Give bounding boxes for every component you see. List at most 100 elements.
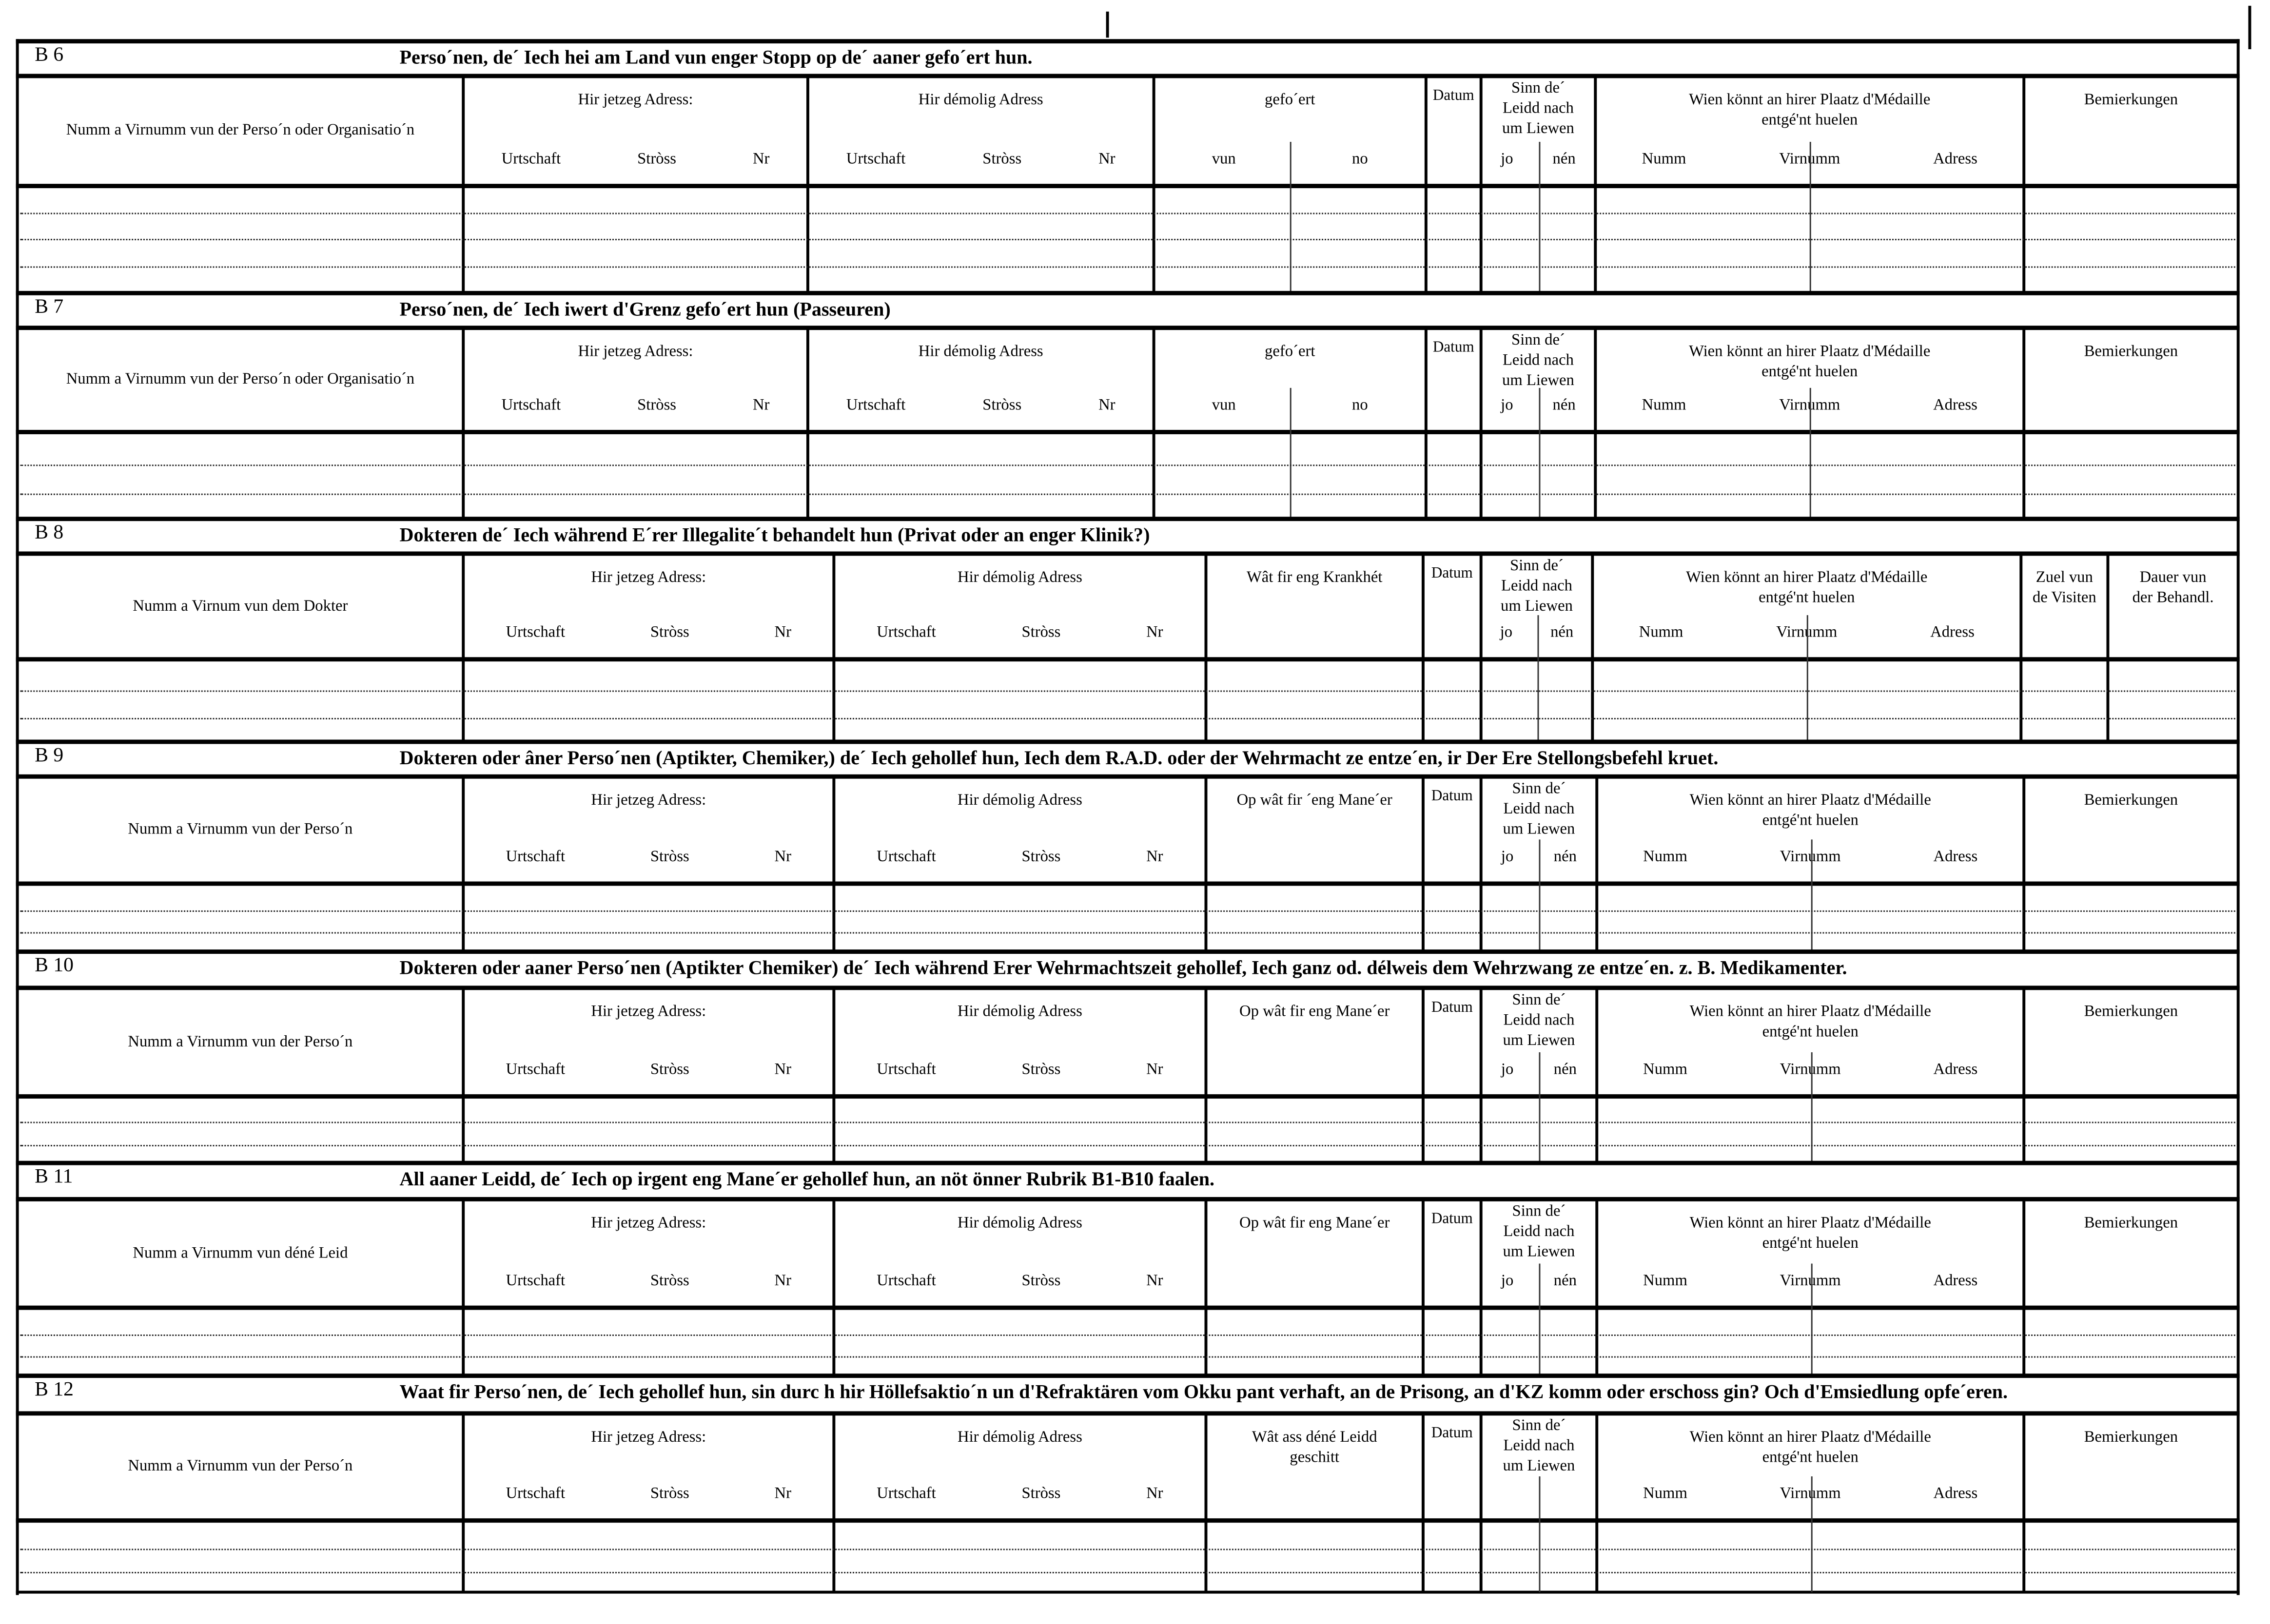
column-label: Hir démolig Adress <box>957 569 1082 586</box>
column-header: Bemierkungen <box>2024 75 2238 185</box>
column-divider <box>1595 987 1599 1162</box>
sub-labels: Urtschaft Stròss Nr <box>834 624 1206 641</box>
column-divider <box>1204 775 1208 951</box>
column-header: Wien könnt an hirer Plaatz d'Médaille en… <box>1597 987 2024 1096</box>
sub-divider <box>1811 839 1813 951</box>
sub-labels: jo nén <box>1481 848 1597 866</box>
column-divider <box>1479 987 1483 1162</box>
section-title: Dokteren oder âner Perso´nen (Aptikter, … <box>399 747 1719 769</box>
entry-line[interactable] <box>20 239 2235 240</box>
column-label: Wien könnt an hirer Plaatz d'Médaille en… <box>1689 1214 1931 1252</box>
column-label: Wien könnt an hirer Plaatz d'Médaille en… <box>1689 1003 1931 1041</box>
sub-labels: jo nén <box>1481 624 1593 641</box>
column-label: Hir jetzeg Adress: <box>591 1003 706 1021</box>
column-divider <box>1479 1412 1483 1592</box>
sub-labels: jo nén <box>1481 1272 1597 1290</box>
column-divider <box>462 327 465 519</box>
entry-line[interactable] <box>20 932 2235 934</box>
sub-label: Urtschaft <box>506 1272 566 1290</box>
entry-line[interactable] <box>20 1121 2235 1123</box>
entry-line[interactable] <box>20 464 2235 466</box>
sub-label: jo <box>1501 396 1513 414</box>
column-divider <box>1421 553 1425 741</box>
entry-line[interactable] <box>20 1548 2235 1550</box>
column-header: Bemierkungen <box>2024 1199 2238 1307</box>
sub-label: jo <box>1501 848 1514 866</box>
entry-line[interactable] <box>20 1334 2235 1336</box>
column-header: Hir démolig Adress Urtschaft Stròss Nr <box>808 327 1154 431</box>
sub-label: jo <box>1501 1272 1514 1290</box>
sub-label: Stròss <box>1021 623 1061 641</box>
column-header: Wât ass déné Leidd geschitt <box>1206 1412 1423 1520</box>
section-code: B 11 <box>35 1166 73 1189</box>
entry-line[interactable] <box>20 690 2235 692</box>
column-label: Sinn de´ Leidd nach um Liewen <box>1501 557 1573 616</box>
column-divider <box>2106 553 2110 741</box>
sub-label: Nr <box>774 1485 791 1503</box>
sub-label: Adress <box>1933 1061 1978 1079</box>
column-label: Hir démolig Adress <box>957 1429 1082 1446</box>
section-title: Waat fir Perso´nen, de´ Iech gehollef hu… <box>399 1381 2008 1403</box>
sub-divider <box>1539 142 1541 292</box>
column-header: gefo´ert vun no <box>1154 75 1426 185</box>
column-divider <box>462 75 465 292</box>
column-label: Hir démolig Adress <box>957 792 1082 810</box>
entry-line[interactable] <box>20 1572 2235 1574</box>
sub-divider <box>1539 1052 1541 1162</box>
column-header: Hir démolig Adress Urtschaft Stròss Nr <box>834 776 1206 883</box>
sub-label: nén <box>1552 396 1576 414</box>
sub-labels: Urtschaft Stròss Nr <box>808 397 1154 414</box>
column-divider <box>462 1412 465 1592</box>
sub-label: jo <box>1501 1061 1514 1079</box>
column-header: Sinn de´ Leidd nach um Liewen <box>1481 1412 1597 1520</box>
column-header: Hir jetzeg Adress: Urtschaft Stròss Nr <box>463 75 808 185</box>
section-top-rule <box>16 1373 2240 1378</box>
column-header: Hir démolig Adress Urtschaft Stròss Nr <box>834 987 1206 1096</box>
column-header: Dauer vun der Behandl. <box>2108 553 2238 658</box>
sub-label: Nr <box>752 150 770 168</box>
data-rule <box>16 1518 2240 1523</box>
column-divider <box>462 987 465 1162</box>
sub-divider <box>1290 387 1292 519</box>
column-divider <box>1595 775 1599 951</box>
column-divider <box>1421 1198 1425 1375</box>
column-header: Wien könnt an hirer Plaatz d'Médaille en… <box>1595 327 2024 431</box>
column-label: Datum <box>1431 1000 1473 1016</box>
entry-line[interactable] <box>20 910 2235 912</box>
entry-line[interactable] <box>20 266 2235 268</box>
column-divider <box>1591 553 1594 741</box>
data-rule <box>16 1094 2240 1099</box>
binding-mark <box>1106 11 1109 38</box>
column-label: Zuel vun de Visiten <box>2032 569 2096 607</box>
entry-line[interactable] <box>20 1145 2235 1147</box>
section-title: Dokteren oder aaner Perso´nen (Aptikter … <box>399 956 1847 979</box>
sub-label: Urtschaft <box>506 1485 566 1503</box>
column-header: Numm a Virnumm vun der Perso´n <box>18 1412 464 1520</box>
column-label: Numm a Virnumm vun der Perso´n <box>128 1457 353 1475</box>
column-divider <box>1204 1412 1208 1592</box>
entry-line[interactable] <box>20 1356 2235 1358</box>
column-label: Hir jetzeg Adress: <box>591 792 706 810</box>
column-divider <box>1479 327 1483 519</box>
column-header: Datum <box>1423 1412 1481 1520</box>
column-header: Wât fir eng Krankhét <box>1206 553 1423 658</box>
column-label: Sinn de´ Leidd nach um Liewen <box>1503 991 1575 1050</box>
column-label: Wât fir eng Krankhét <box>1246 569 1383 586</box>
sub-divider <box>1539 1476 1541 1592</box>
entry-line[interactable] <box>20 213 2235 214</box>
entry-line[interactable] <box>20 717 2235 719</box>
sub-labels: Urtschaft Stròss Nr <box>463 1061 834 1079</box>
sub-label: Stròss <box>1021 1061 1061 1079</box>
sub-label: Numm <box>1639 623 1683 641</box>
column-divider <box>1421 1412 1425 1592</box>
sub-labels: vun no <box>1154 151 1426 168</box>
entry-line[interactable] <box>20 493 2235 495</box>
frame-left <box>16 39 19 1595</box>
column-divider <box>2022 775 2026 951</box>
sub-label: nén <box>1553 1061 1577 1079</box>
sub-label: Stròss <box>650 1061 689 1079</box>
column-divider <box>1595 1412 1599 1592</box>
column-label: Wien könnt an hirer Plaatz d'Médaille en… <box>1689 91 1931 129</box>
column-header: Hir jetzeg Adress: Urtschaft Stròss Nr <box>463 1199 834 1307</box>
